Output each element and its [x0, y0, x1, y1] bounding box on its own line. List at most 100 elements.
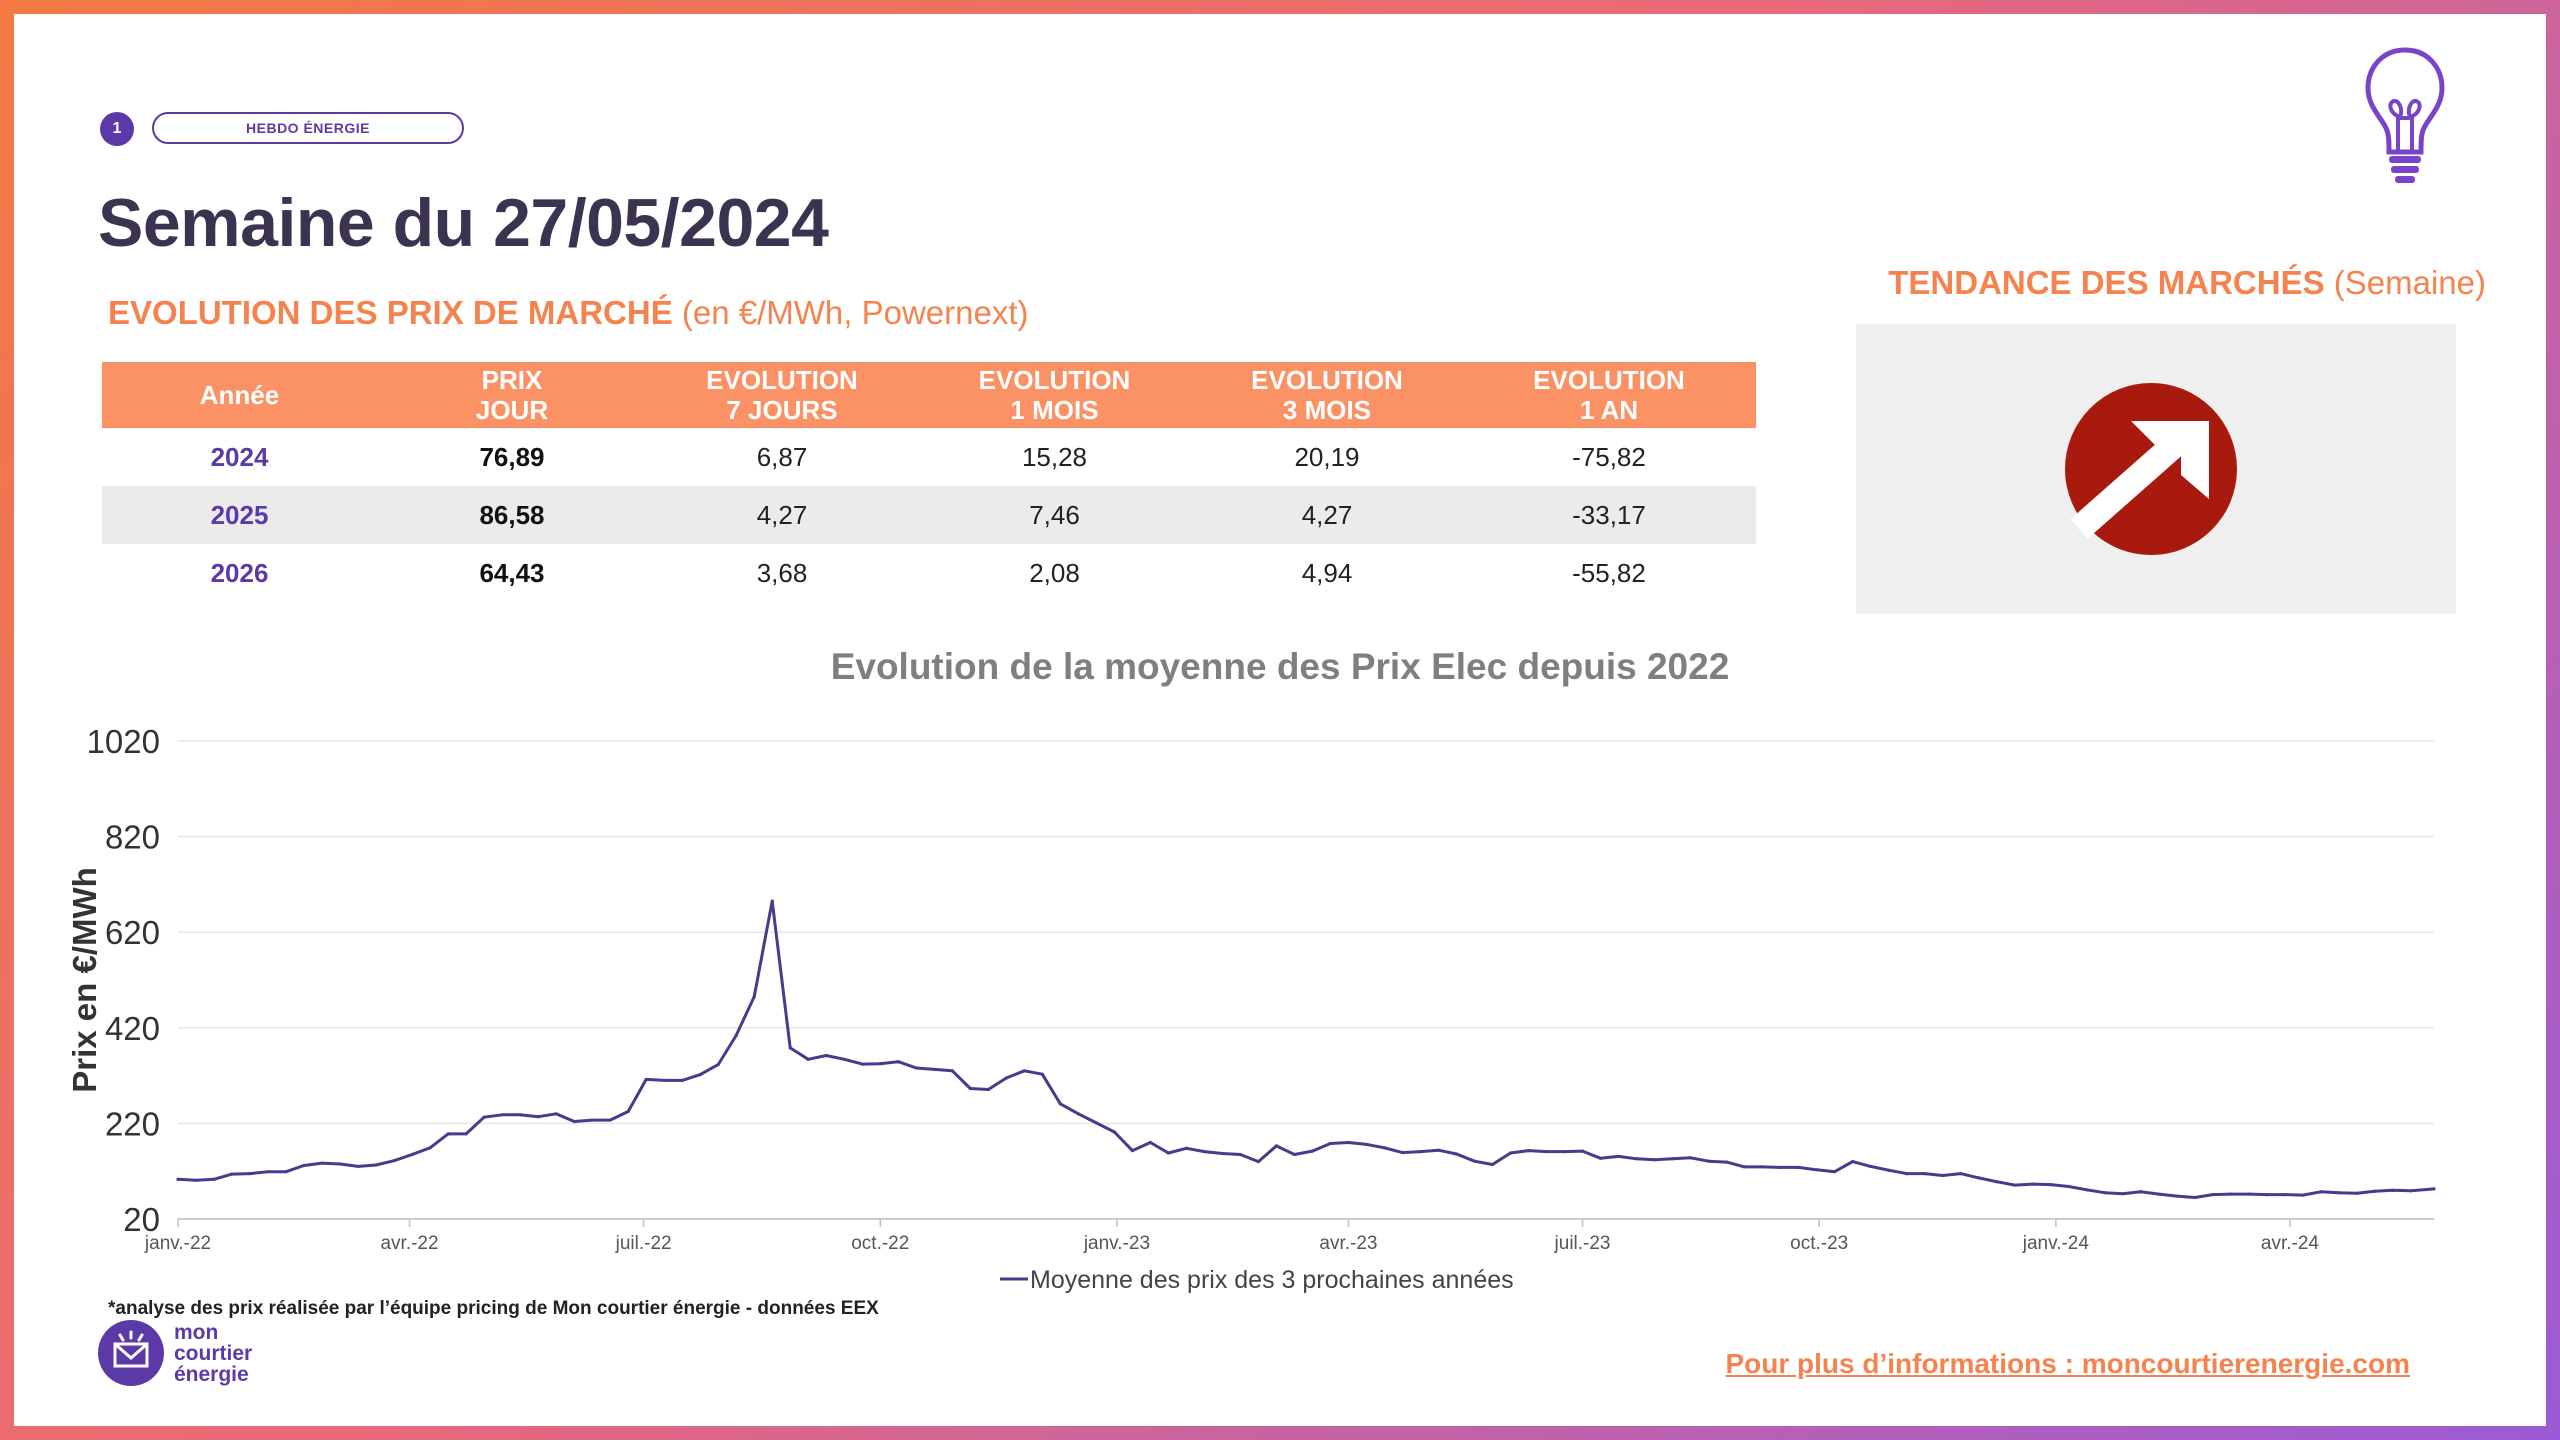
data-point [1004, 1076, 1008, 1080]
data-point [968, 1086, 972, 1091]
data-point [2409, 1189, 2413, 1193]
price-cell: 64,43 [479, 557, 545, 588]
data-point [1418, 1150, 1423, 1154]
evolution-cell: 4,94 [1301, 557, 1353, 588]
data-point [2355, 1191, 2359, 1195]
table-subtitle-bold: EVOLUTION DES PRIX DE MARCHÉ [108, 294, 673, 331]
data-point [1995, 1180, 1999, 1184]
data-point [1364, 1142, 1369, 1147]
data-point [1094, 1121, 1098, 1125]
x-tick-label: oct.-22 [851, 1233, 909, 1254]
x-tick-label: avr.-22 [380, 1233, 438, 1254]
data-point [518, 1113, 522, 1117]
data-point [2103, 1191, 2107, 1195]
data-point [788, 1046, 792, 1050]
data-point [824, 1053, 828, 1058]
data-point [2211, 1193, 2215, 1197]
y-tick-label: 820 [105, 819, 160, 856]
evolution-cell: 3,68 [756, 557, 808, 588]
year-cell: 2024 [210, 441, 269, 472]
data-point [896, 1060, 900, 1064]
data-point [770, 899, 774, 903]
data-point [2301, 1193, 2305, 1197]
data-point [482, 1115, 486, 1119]
data-point [1292, 1152, 1297, 1157]
data-point [2193, 1195, 2197, 1200]
footnote: *analyse des prix réalisée par l’équipe … [108, 1298, 879, 1319]
y-axis-label: Prix en €/MWh [66, 867, 103, 1093]
column-header: EVOLUTION 7 JOURS [647, 362, 917, 428]
y-tick-label: 620 [105, 914, 160, 951]
evolution-cell: 15,28 [1021, 441, 1088, 472]
column-header-text: EVOLUTION [978, 365, 1131, 395]
data-point [1869, 1164, 1873, 1169]
table-subtitle-unit: (en €/MWh, Powernext) [672, 294, 1029, 331]
data-point [500, 1113, 504, 1117]
data-point [644, 1077, 648, 1082]
data-point [2319, 1190, 2323, 1194]
column-header-text: 1 AN [1579, 395, 1639, 425]
data-point [590, 1118, 594, 1122]
data-point [1562, 1150, 1567, 1154]
x-tick-label: janv.-23 [1083, 1233, 1150, 1254]
column-header-text: 3 MOIS [1282, 395, 1372, 425]
section-pill: HEBDO ÉNERGIE [152, 112, 464, 144]
y-tick-label: 1020 [87, 723, 160, 760]
column-header-text: Année [199, 380, 280, 410]
data-point [2157, 1192, 2161, 1196]
column-header-text: 7 JOURS [726, 395, 838, 425]
data-point [878, 1062, 882, 1066]
data-point [1058, 1102, 1062, 1106]
x-tick-label: juil.-22 [615, 1233, 672, 1254]
data-point [1382, 1146, 1387, 1150]
brand-line-3: énergie [174, 1362, 249, 1386]
x-tick-label: avr.-24 [2261, 1233, 2320, 1254]
data-point [212, 1177, 216, 1181]
evolution-cell: 7,46 [917, 486, 1192, 544]
x-tick-label: juil.-23 [1554, 1233, 1611, 1254]
data-point [2283, 1193, 2287, 1197]
y-tick-label: 420 [105, 1010, 160, 1047]
data-point [1184, 1146, 1188, 1150]
evolution-cell: 2,08 [1029, 557, 1080, 588]
more-info-link[interactable]: Pour plus d’informations : moncourtieren… [1725, 1348, 2410, 1379]
data-point [194, 1178, 198, 1182]
data-point [1130, 1149, 1134, 1153]
data-point [1815, 1168, 1819, 1172]
data-point [608, 1118, 612, 1122]
column-header-text: EVOLUTION [1251, 365, 1403, 395]
data-point [2031, 1182, 2035, 1186]
data-point [1490, 1162, 1495, 1167]
data-point [1887, 1168, 1891, 1172]
data-point [176, 1177, 180, 1181]
data-point [986, 1087, 990, 1092]
price-cell: 86,58 [377, 486, 647, 544]
data-point [1797, 1165, 1801, 1169]
table-row: 2024 76,89 6,87 15,28 20,19 -75,82 [102, 428, 1756, 486]
brand-line-2: courtier [174, 1341, 253, 1365]
data-point [1346, 1140, 1351, 1145]
x-tick-label: janv.-22 [144, 1233, 211, 1254]
data-point [1833, 1170, 1837, 1174]
data-point [464, 1132, 468, 1136]
x-tick-label: avr.-23 [1319, 1233, 1377, 1254]
data-point [2067, 1184, 2071, 1189]
data-point [1959, 1171, 1963, 1176]
up-arrow-icon [2065, 383, 2237, 555]
column-header-text: JOUR [475, 395, 549, 425]
data-point [284, 1170, 288, 1174]
trend-title: TENDANCE DES MARCHÉS (Semaine) [1846, 264, 2486, 302]
data-point [1761, 1165, 1765, 1169]
chart-title: Evolution de la moyenne des Prix Elec de… [830, 646, 1730, 687]
data-point [1508, 1151, 1513, 1155]
trend-panel [1856, 324, 2456, 614]
data-point [1724, 1160, 1729, 1164]
data-point [806, 1057, 810, 1061]
data-point [950, 1069, 954, 1073]
trend-title-period: (Semaine) [2324, 264, 2486, 301]
column-header: EVOLUTION 1 MOIS [917, 362, 1192, 428]
data-point [1580, 1149, 1585, 1153]
data-point [716, 1063, 720, 1067]
report-card: 1 HEBDO ÉNERGIE Semaine du 27/05/2024 EV… [14, 14, 2546, 1426]
table-row: 2026 64,43 3,68 2,08 4,94 -55,82 [102, 544, 1756, 602]
